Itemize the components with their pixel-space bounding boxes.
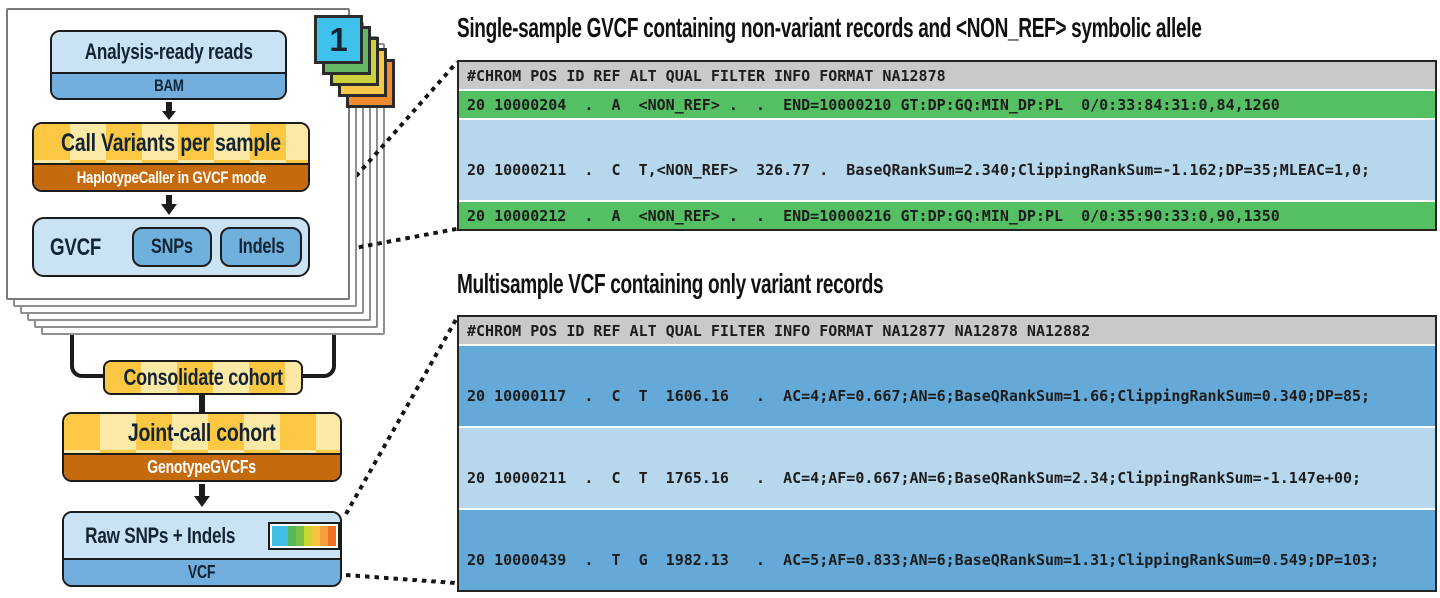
callout-line-vcf-top <box>344 318 458 515</box>
variant-record-row: 20 10000211 . C T 1765.16 . AC=4;AF=0.66… <box>459 428 1435 508</box>
merge-bracket-left <box>70 335 103 378</box>
flow-connector <box>199 394 205 413</box>
raw-snps-indels-label: Raw SNPs + Indels <box>85 522 236 548</box>
rainbow-band <box>320 525 329 546</box>
flow-arrow <box>166 102 172 111</box>
rainbow-band <box>280 525 289 546</box>
gvcf-label: GVCF <box>50 234 102 261</box>
call-variants-box: Call Variants per sample HaplotypeCaller… <box>32 122 310 192</box>
sample-tab-front: 1 <box>314 15 363 64</box>
non-variant-record-row: 20 10000204 . A <NON_REF> . . END=100002… <box>459 91 1435 118</box>
snps-label: SNPs <box>151 235 193 258</box>
gvcf-output-box: GVCF SNPs Indels <box>32 217 310 277</box>
snps-chip: SNPs <box>132 227 212 267</box>
rainbow-band <box>272 525 281 546</box>
non-variant-record-row: 20 10000212 . A <NON_REF> . . END=100002… <box>459 202 1435 229</box>
rainbow-band <box>304 525 313 546</box>
gvcf-panel-title: Single-sample GVCF containing non-varian… <box>457 12 1202 43</box>
vcf-panel-title: Multisample VCF containing only variant … <box>457 268 884 299</box>
vcf-header-row: #CHROM POS ID REF ALT QUAL FILTER INFO F… <box>459 317 1435 344</box>
raw-output-box: Raw SNPs + Indels VCF <box>62 511 342 587</box>
vcf-header-row: #CHROM POS ID REF ALT QUAL FILTER INFO F… <box>459 62 1435 89</box>
vcf-rainbow-strip <box>268 521 340 550</box>
gvcf-records-table: #CHROM POS ID REF ALT QUAL FILTER INFO F… <box>457 60 1437 231</box>
variant-record-row: 20 10000211 . C T,<NON_REF> 326.77 . Bas… <box>459 120 1435 200</box>
flow-arrow <box>199 484 205 496</box>
haplotypecaller-tool-label: HaplotypeCaller in GVCF mode <box>76 167 266 187</box>
sample-number-tabs: 1 <box>314 15 424 135</box>
rainbow-band <box>296 525 305 546</box>
rainbow-band <box>328 525 336 546</box>
rainbow-bands <box>272 525 336 546</box>
analysis-ready-reads-box: Analysis-ready reads BAM <box>50 30 287 100</box>
callout-line-vcf-bottom <box>345 573 456 586</box>
consolidate-cohort-label: Consolidate cohort <box>123 364 283 390</box>
flow-arrowhead <box>194 496 210 507</box>
genotypegvcfs-tool-label: GenotypeGVCFs <box>147 457 257 477</box>
flow-arrowhead <box>161 204 177 215</box>
rainbow-band <box>312 525 321 546</box>
flow-arrow <box>166 195 172 204</box>
joint-call-cohort-box: Joint-call cohort GenotypeGVCFs <box>62 412 342 482</box>
vcf-format-label: VCF <box>188 562 216 582</box>
analysis-ready-reads-label: Analysis-ready reads <box>84 39 253 64</box>
call-variants-label: Call Variants per sample <box>61 129 281 157</box>
variant-record-row: 20 10000439 . T G 1982.13 . AC=5;AF=0.83… <box>459 510 1435 590</box>
merge-bracket-right <box>303 335 336 378</box>
indels-label: Indels <box>238 235 284 258</box>
flow-arrowhead <box>162 111 176 120</box>
bam-format-label: BAM <box>153 76 184 95</box>
variant-record-row: 20 10000117 . C T 1606.16 . AC=4;AF=0.66… <box>459 346 1435 426</box>
consolidate-cohort-box: Consolidate cohort <box>103 360 303 395</box>
joint-call-cohort-label: Joint-call cohort <box>128 419 276 447</box>
vcf-records-table: #CHROM POS ID REF ALT QUAL FILTER INFO F… <box>457 315 1437 592</box>
rainbow-band <box>288 525 297 546</box>
indels-chip: Indels <box>220 227 302 267</box>
